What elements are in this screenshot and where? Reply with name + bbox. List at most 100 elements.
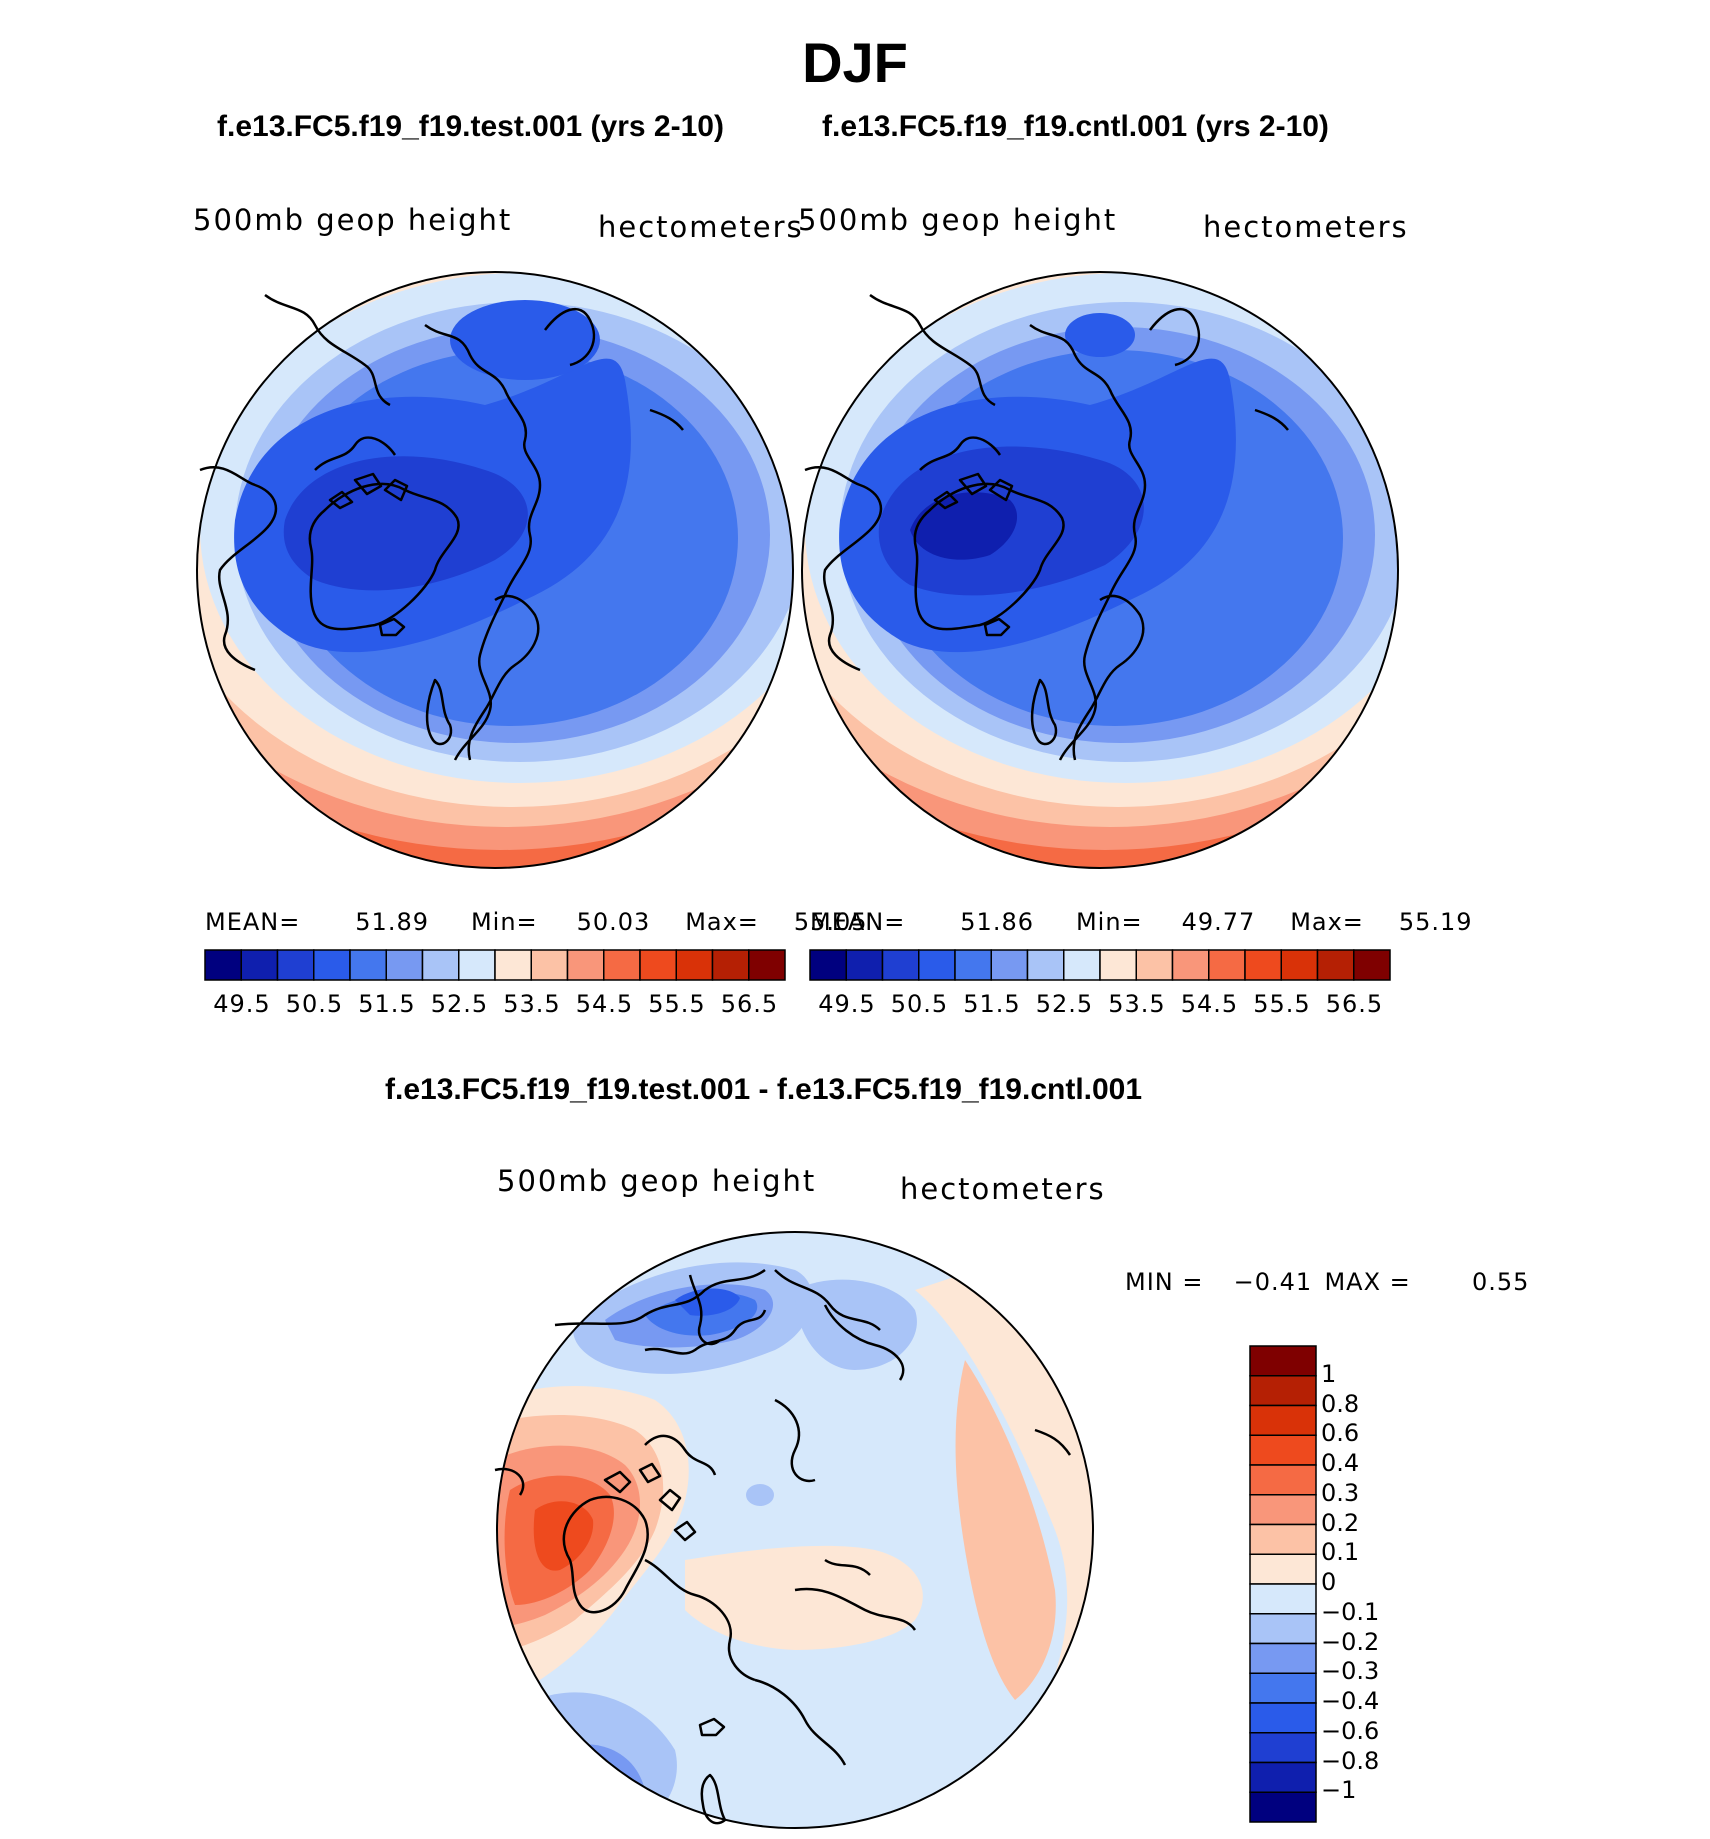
diff-colorbar-tick-label: −0.3 [1321,1657,1380,1686]
cntl-colorbar-swatch [809,949,847,981]
diff-colorbar-swatch [1249,1583,1317,1615]
diff-colorbar-swatch [1249,1642,1317,1674]
diff-min-value: −0.41 [1233,1268,1313,1296]
diff-variable-label: 500mb geop height [497,1164,817,1198]
test-mean-value: 51.89 [355,908,429,936]
cntl-colorbar-tick-label: 51.5 [963,990,1021,1018]
cntl-colorbar-swatch [1244,949,1282,981]
cntl-stats: MEAN= 51.86 Min= 49.77 Max= 55.19 [810,908,1473,936]
cntl-colorbar-swatch [990,949,1029,981]
cntl-min-label: Min= [1075,908,1143,936]
test-mean-label: MEAN= [205,908,301,936]
cntl-colorbar-tick-label: 54.5 [1180,990,1239,1018]
test-colorbar-swatch [204,949,242,981]
cntl-colorbar-swatch [1135,949,1174,981]
test-colorbar [204,949,786,981]
diff-colorbar-tick-label: 0.1 [1321,1538,1360,1567]
diff-units-label: hectometers [900,1172,1106,1206]
figure-title: DJF [802,31,908,94]
diff-colorbar-tick-label: 0.8 [1321,1389,1360,1418]
test-colorbar-tick-label: 52.5 [430,990,489,1018]
cntl-mean-label: MEAN= [810,908,906,936]
cntl-colorbar-swatch [954,949,992,981]
diff-max-label: MAX = [1324,1268,1411,1296]
test-colorbar-swatch [349,949,387,981]
cntl-mean-value: 51.86 [960,908,1034,936]
diff-max-value: 0.55 [1471,1268,1530,1296]
cntl-colorbar-swatch [1063,949,1101,981]
test-variable-label: 500mb geop height [193,203,513,237]
test-min-label: Min= [470,908,538,936]
cntl-variable-label: 500mb geop height [798,203,1118,237]
test-colorbar-swatch [675,949,714,981]
diff-colorbar-swatch [1249,1404,1317,1436]
cntl-colorbar [809,949,1391,981]
test-colorbar-swatch [530,949,569,981]
diff-colorbar-tick-label: −1 [1321,1776,1357,1805]
diff-title: f.e13.FC5.f19_f19.test.001 - f.e13.FC5.f… [385,1073,1143,1106]
diff-colorbar-swatch [1249,1345,1317,1377]
test-colorbar-swatch [421,949,460,981]
diff-colorbar-swatch [1249,1434,1317,1466]
diff-colorbar-tick-label: −0.8 [1321,1746,1380,1775]
cntl-colorbar-tick-label: 53.5 [1108,990,1166,1018]
test-colorbar-swatch [603,949,641,981]
cntl-colorbar-swatch [1099,949,1137,981]
diff-colorbar-swatch [1249,1523,1317,1555]
cntl-colorbar-swatch [845,949,884,981]
test-colorbar-tick-label: 55.5 [648,990,706,1018]
test-colorbar-tick-label: 51.5 [358,990,416,1018]
diff-colorbar-tick-label: 0.2 [1321,1508,1360,1537]
cntl-colorbar-tick-label: 49.5 [818,990,876,1018]
cntl-max-value: 55.19 [1398,908,1473,936]
test-colorbar-swatch [494,949,532,981]
diff-colorbar-swatch [1249,1464,1317,1496]
diff-colorbar [1249,1345,1317,1823]
cntl-case-title: f.e13.FC5.f19_f19.cntl.001 (yrs 2-10) [822,110,1329,143]
cntl-colorbar-tick-label: 56.5 [1325,990,1384,1018]
test-colorbar-swatch [313,949,351,981]
test-colorbar-tick-label: 53.5 [503,990,561,1018]
diff-colorbar-swatch [1249,1732,1317,1764]
diff-colorbar-tick-label: 0.6 [1321,1419,1360,1448]
cntl-colorbar-swatch [1026,949,1065,981]
diff-colorbar-swatch [1249,1672,1317,1704]
diff-colorbar-tick-label: 0.4 [1321,1449,1360,1477]
cntl-colorbar-swatch [1353,949,1391,981]
diff-colorbar-swatch [1249,1613,1317,1645]
test-colorbar-tick-label: 50.5 [285,990,344,1018]
cntl-colorbar-swatch [1316,949,1355,981]
test-colorbar-swatch [276,949,315,981]
test-stats: MEAN= 51.89 Min= 50.03 Max= 55.05 [205,908,868,936]
test-colorbar-swatch [240,949,279,981]
cntl-colorbar-swatch [1280,949,1319,981]
test-colorbar-swatch [748,949,786,981]
test-units-label: hectometers [598,210,804,244]
diff-colorbar-tick-label: −0.2 [1321,1627,1380,1656]
test-max-label: Max= [685,908,759,936]
cntl-colorbar-swatch [918,949,956,981]
cntl-min-value: 49.77 [1181,908,1256,936]
test-polar-map [196,271,794,869]
cntl-colorbar-tick-label: 55.5 [1253,990,1311,1018]
diff-colorbar-tick-label: 0.3 [1321,1478,1360,1507]
test-colorbar-tick-label: 54.5 [575,990,634,1018]
test-case-title: f.e13.FC5.f19_f19.test.001 (yrs 2-10) [217,110,724,143]
cntl-colorbar-swatch [1208,949,1246,981]
diff-colorbar-swatch [1249,1375,1317,1407]
diff-colorbar-swatch [1249,1761,1317,1793]
diff-colorbar-tick-label: −0.4 [1321,1687,1380,1715]
cntl-colorbar-swatch [881,949,920,981]
diff-colorbar-tick-label: −0.6 [1321,1716,1380,1745]
test-colorbar-swatch [458,949,496,981]
test-colorbar-swatch [566,949,605,981]
diff-polar-map [494,1231,1094,1829]
cntl-colorbar-tick-label: 52.5 [1035,990,1094,1018]
cntl-units-label: hectometers [1203,210,1409,244]
diff-colorbar-swatch [1249,1494,1317,1526]
diff-colorbar-swatch [1249,1553,1317,1585]
diff-colorbar-tick-label: 0 [1321,1568,1337,1596]
diff-min-label: MIN = [1125,1268,1204,1296]
test-colorbar-tick-label: 56.5 [720,990,779,1018]
diff-colorbar-swatch [1249,1702,1317,1734]
